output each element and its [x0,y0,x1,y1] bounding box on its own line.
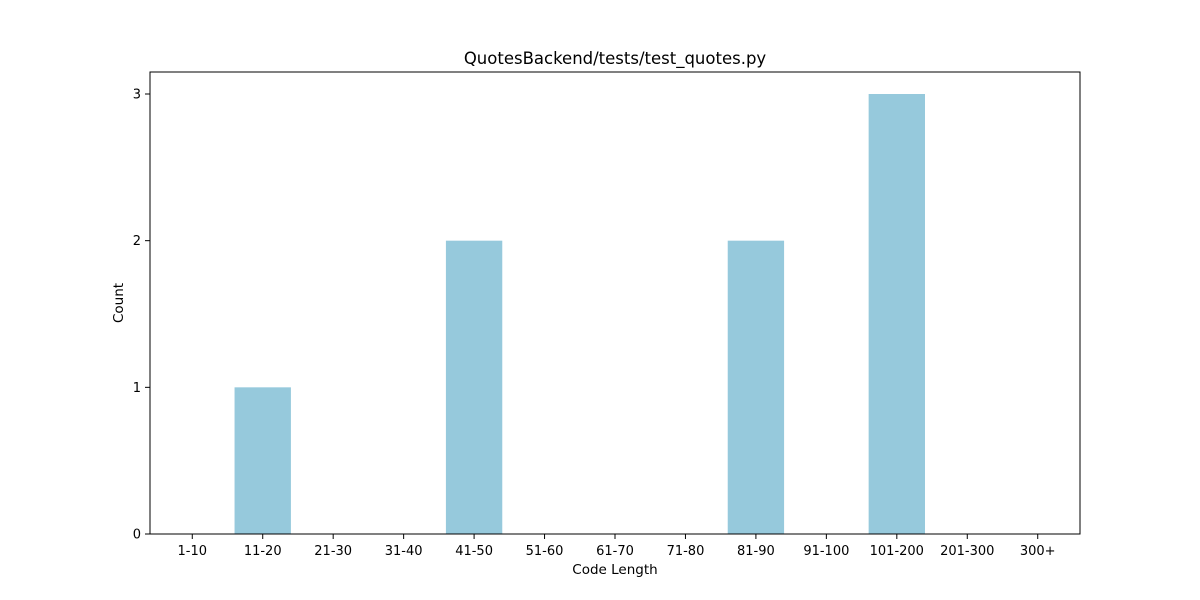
x-tick-label: 11-20 [244,544,282,559]
x-tick-label: 91-100 [803,544,849,559]
x-tick-label: 31-40 [385,544,423,559]
bars-group [234,94,925,535]
chart-title: QuotesBackend/tests/test_quotes.py [464,49,767,69]
y-tick-label: 0 [133,528,141,543]
x-axis-ticks: 1-10 11-20 21-30 31-40 41-50 51-60 61-70 71-80 8… [178,534,1056,559]
x-tick-label: 61-70 [596,544,634,559]
x-tick-label: 71-80 [667,544,705,559]
y-tick-label: 2 [133,234,141,249]
plot-area-frame [149,71,1081,535]
x-tick-label: 41-50 [455,544,493,559]
x-tick-label: 300+ [1020,544,1056,559]
y-axis-label: Count [111,283,127,323]
y-tick-label: 1 [133,381,141,396]
x-tick-label: 51-60 [526,544,564,559]
x-tick-label: 1-10 [178,544,208,559]
bar-41-50 [445,240,503,535]
x-tick-label: 81-90 [737,544,775,559]
bar-101-200 [868,94,925,534]
bar-81-90 [727,240,785,535]
x-tick-label: 21-30 [314,544,352,559]
bar-11-20 [234,387,291,534]
x-tick-label: 201-300 [940,544,994,559]
x-axis-label: Code Length [572,562,657,578]
y-tick-label: 3 [133,88,141,103]
x-tick-label: 101-200 [870,544,924,559]
y-axis-ticks: 0 1 2 3 [133,88,150,543]
